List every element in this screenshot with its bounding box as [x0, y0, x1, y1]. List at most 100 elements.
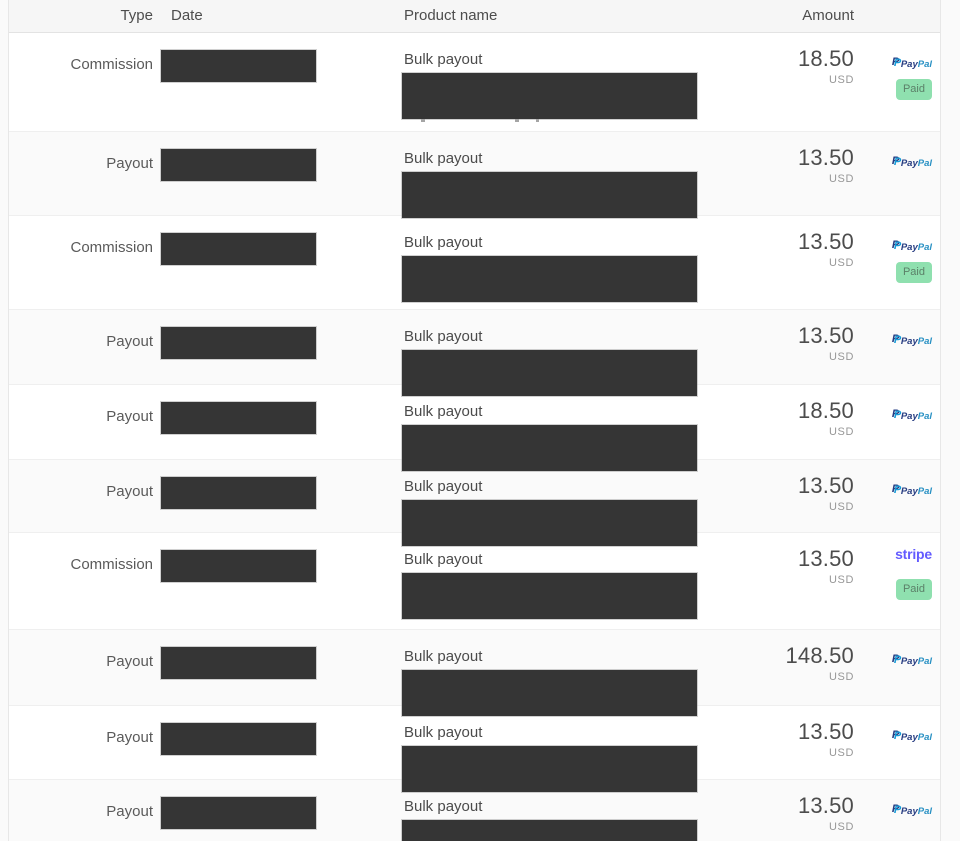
amount-value: 13.50 [797, 719, 854, 744]
currency-label: USD [828, 257, 854, 269]
amount-value: 18.50 [797, 398, 854, 423]
currency-label: USD [828, 351, 854, 363]
amount-cell: 13.50 USD [798, 145, 854, 186]
paypal-logo: P P PayPal [891, 803, 932, 818]
product-name-label: Bulk payout [404, 724, 483, 741]
date-redaction-box [161, 149, 316, 181]
table-row: Payout Bulk payout 13.50 USD P P PayPal [9, 131, 940, 218]
table-row: Payout Bulk payout 18.50 USD P P PayPal [9, 384, 940, 471]
product-name-label: Bulk payout [404, 648, 483, 665]
product-detail-redaction-box [402, 350, 697, 396]
paid-status-badge: Paid [895, 79, 932, 100]
table-row: Commission Bulk payout 18.50 USD P P PayPa… [9, 33, 940, 131]
paid-status-badge: Paid [895, 579, 932, 600]
amount-value: 13.50 [797, 793, 854, 818]
table-row: Payout Bulk payout 13.50 USD P P PayPal [9, 779, 940, 841]
amount-cell: 13.50 USD [798, 473, 854, 514]
amount-cell: 18.50 USD [798, 46, 854, 87]
table-body: Commission Bulk payout 18.50 USD P P PayPa… [9, 33, 940, 841]
row-type-label: Payout [106, 653, 153, 670]
amount-value: 13.50 [797, 473, 854, 498]
amount-value: 18.50 [797, 46, 854, 71]
row-type-label: Commission [70, 239, 153, 256]
product-detail-redaction-box [402, 573, 697, 619]
paypal-logo: P P PayPal [891, 239, 932, 254]
amount-cell: 148.50 USD [786, 643, 855, 684]
redaction-artifact [421, 119, 425, 122]
currency-label: USD [828, 173, 854, 185]
table-row: Commission Bulk payout 13.50 USD P P PayPa… [9, 215, 940, 309]
column-header-amount: Amount [802, 7, 854, 24]
date-redaction-box [161, 797, 316, 829]
product-name-label: Bulk payout [404, 150, 483, 167]
redaction-artifact [536, 119, 539, 122]
currency-label: USD [828, 501, 854, 513]
row-type-label: Commission [70, 56, 153, 73]
product-detail-redaction-box [402, 73, 697, 119]
table-row: Payout Bulk payout 13.50 USD P P PayPal [9, 309, 940, 396]
amount-value: 13.50 [797, 323, 854, 348]
date-redaction-box [161, 327, 316, 359]
row-type-label: Payout [106, 408, 153, 425]
table-row: Commission Bulk payout 13.50 USD stripe … [9, 532, 940, 629]
paid-status-badge: Paid [895, 262, 932, 283]
column-header-type: Type [120, 7, 153, 24]
amount-cell: 13.50 USD [798, 229, 854, 270]
table-row: Payout Bulk payout 148.50 USD P P PayPal [9, 629, 940, 716]
currency-label: USD [828, 747, 854, 759]
product-detail-redaction-box [402, 746, 697, 792]
date-redaction-box [161, 723, 316, 755]
row-type-label: Commission [70, 556, 153, 573]
date-redaction-box [161, 647, 316, 679]
product-detail-redaction-box [402, 820, 697, 841]
amount-cell: 13.50 USD [798, 546, 854, 587]
column-header-date: Date [171, 7, 203, 24]
currency-label: USD [828, 671, 854, 683]
product-detail-redaction-box [402, 500, 697, 546]
amount-value: 13.50 [797, 145, 854, 170]
product-name-label: Bulk payout [404, 234, 483, 251]
date-redaction-box [161, 50, 316, 82]
product-name-label: Bulk payout [404, 551, 483, 568]
amount-value: 13.50 [797, 229, 854, 254]
paypal-logo: P P PayPal [891, 653, 932, 668]
currency-label: USD [828, 821, 854, 833]
currency-label: USD [828, 74, 854, 86]
stripe-logo: stripe [895, 546, 932, 562]
column-header-product: Product name [404, 7, 498, 24]
amount-cell: 13.50 USD [798, 719, 854, 760]
currency-label: USD [828, 574, 854, 586]
date-redaction-box [161, 402, 316, 434]
payments-table: Type Date Product name Amount Commission… [8, 0, 941, 841]
row-type-label: Payout [106, 333, 153, 350]
product-name-label: Bulk payout [404, 403, 483, 420]
row-type-label: Payout [106, 803, 153, 820]
product-name-label: Bulk payout [404, 798, 483, 815]
table-row: Payout Bulk payout 13.50 USD P P PayPal [9, 705, 940, 792]
row-type-label: Payout [106, 483, 153, 500]
paypal-logo: P P PayPal [891, 483, 932, 498]
amount-value: 148.50 [785, 643, 854, 668]
product-detail-redaction-box [402, 425, 697, 471]
amount-cell: 18.50 USD [798, 398, 854, 439]
product-detail-redaction-box [402, 172, 697, 218]
date-redaction-box [161, 550, 316, 582]
paypal-logo: P P PayPal [891, 155, 932, 170]
amount-value: 13.50 [797, 546, 854, 571]
product-detail-redaction-box [402, 670, 697, 716]
product-name-label: Bulk payout [404, 328, 483, 345]
paypal-logo: P P PayPal [891, 408, 932, 423]
date-redaction-box [161, 477, 316, 509]
product-name-label: Bulk payout [404, 51, 483, 68]
row-type-label: Payout [106, 155, 153, 172]
date-redaction-box [161, 233, 316, 265]
